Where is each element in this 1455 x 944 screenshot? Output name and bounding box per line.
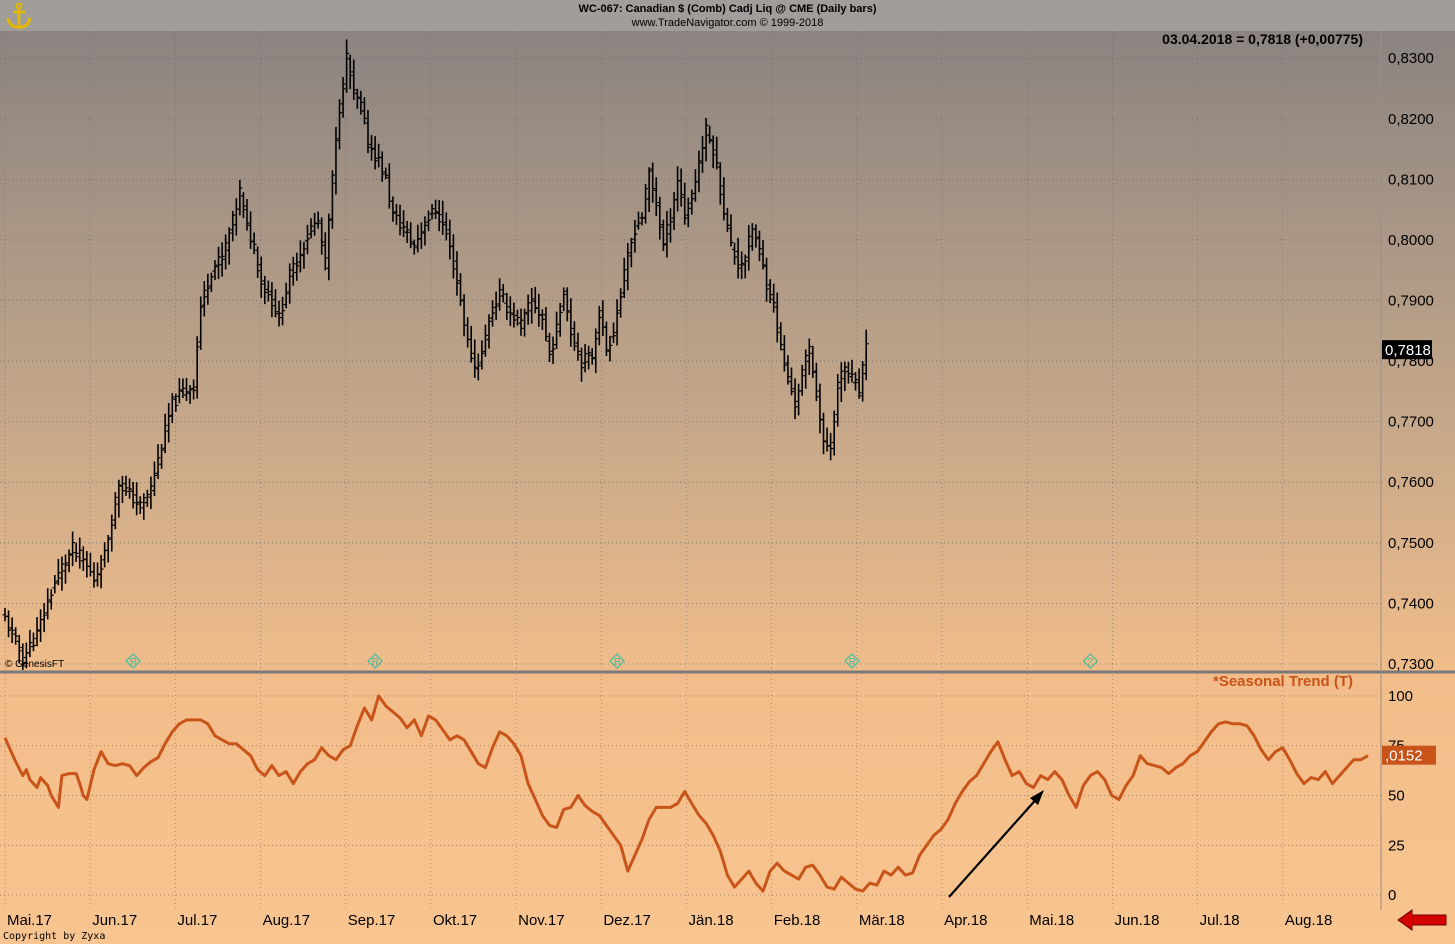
trend-annotation-arrow: [948, 794, 1041, 898]
value-boxes: 0,7818 ,0152: [1382, 340, 1436, 765]
seasonal-tick-label: 100: [1388, 688, 1413, 705]
anchor-logo-icon: [6, 2, 32, 29]
seasonal-tick-label: 25: [1388, 837, 1405, 854]
seasonal-markers: R R R R?: [125, 653, 1099, 669]
last-price-label: 0,7818: [1385, 342, 1431, 359]
month-label: Dez.17: [603, 912, 651, 929]
header-band: [0, 0, 1455, 31]
month-label: Apr.18: [944, 912, 987, 929]
month-label: Aug.17: [263, 912, 311, 929]
price-tick-label: 0,7400: [1388, 595, 1434, 612]
seasonal-trend-line: [3, 694, 1369, 893]
next-page-arrow[interactable]: [1397, 909, 1447, 931]
chart-title: WC-067: Canadian $ (Comb) Cadj Liq @ CME…: [578, 3, 877, 15]
x-axis: Mai.17 Jun.17 Jul.17 Aug.17 Sep.17 Okt.17 Nov.…: [7, 912, 1332, 929]
month-label: Jul.17: [177, 912, 217, 929]
last-quote-readout: 03.04.2018 = 0,7818 (+0,00775): [1162, 31, 1363, 47]
month-label: Mai.17: [7, 912, 52, 929]
chart-subtitle: www.TradeNavigator.com © 1999-2018: [631, 17, 824, 29]
seasonal-marker-label: ?: [1087, 657, 1093, 668]
month-label: Sep.17: [348, 912, 396, 929]
month-label: Nov.17: [518, 912, 564, 929]
month-label: Feb.18: [774, 912, 821, 929]
seasonal-trend-legend: *Seasonal Trend (T): [1213, 673, 1354, 690]
price-bars: [2, 39, 869, 671]
seasonal-marker-icon[interactable]: [125, 653, 141, 669]
month-label: Jun.17: [92, 912, 137, 929]
seasonal-marker-icon[interactable]: [1082, 653, 1099, 669]
month-label: Jän.18: [689, 912, 734, 929]
month-label: Mär.18: [859, 912, 905, 929]
seasonal-marker-icon[interactable]: [609, 653, 625, 669]
copyright-note: Copyright by Zyxa: [3, 931, 106, 942]
month-label: Jul.18: [1200, 912, 1240, 929]
price-tick-label: 0,8100: [1388, 171, 1434, 188]
seasonal-value-label: ,0152: [1385, 748, 1423, 765]
seasonal-marker-icon[interactable]: [844, 653, 860, 669]
month-label: Aug.18: [1285, 912, 1333, 929]
seasonal-marker-label: R: [130, 657, 137, 668]
seasonal-trend-path: [3, 694, 1369, 893]
seasonal-marker-label: R: [372, 657, 379, 668]
month-label: Jun.18: [1114, 912, 1159, 929]
month-label: Mai.18: [1029, 912, 1074, 929]
price-tick-label: 0,7500: [1388, 535, 1434, 552]
arrow-left-icon[interactable]: [1397, 909, 1447, 931]
seasonal-marker-icon[interactable]: [367, 653, 383, 669]
price-tick-label: 0,8200: [1388, 111, 1434, 128]
month-label: Okt.17: [433, 912, 477, 929]
price-tick-label: 0,7700: [1388, 414, 1434, 431]
price-y-axis: 0,73000,74000,75000,76000,77000,78000,79…: [1388, 50, 1434, 673]
seasonal-marker-label: R: [849, 657, 856, 668]
price-tick-label: 0,7300: [1388, 656, 1434, 673]
price-grid: [0, 31, 1381, 670]
trend-annotation-arrowhead: [1030, 790, 1044, 805]
seasonal-tick-label: 0: [1388, 887, 1396, 904]
seasonal-value-box: [1382, 745, 1436, 765]
price-tick-label: 0,8000: [1388, 232, 1434, 249]
data-source-credit: © GenesisFT: [5, 659, 65, 670]
price-tick-label: 0,7900: [1388, 292, 1434, 309]
price-tick-label: 0,8300: [1388, 50, 1434, 67]
price-tick-label: 0,7600: [1388, 474, 1434, 491]
last-price-box: [1382, 340, 1432, 360]
seasonal-marker-label: R: [614, 657, 621, 668]
seasonal-tick-label: 50: [1388, 788, 1405, 805]
